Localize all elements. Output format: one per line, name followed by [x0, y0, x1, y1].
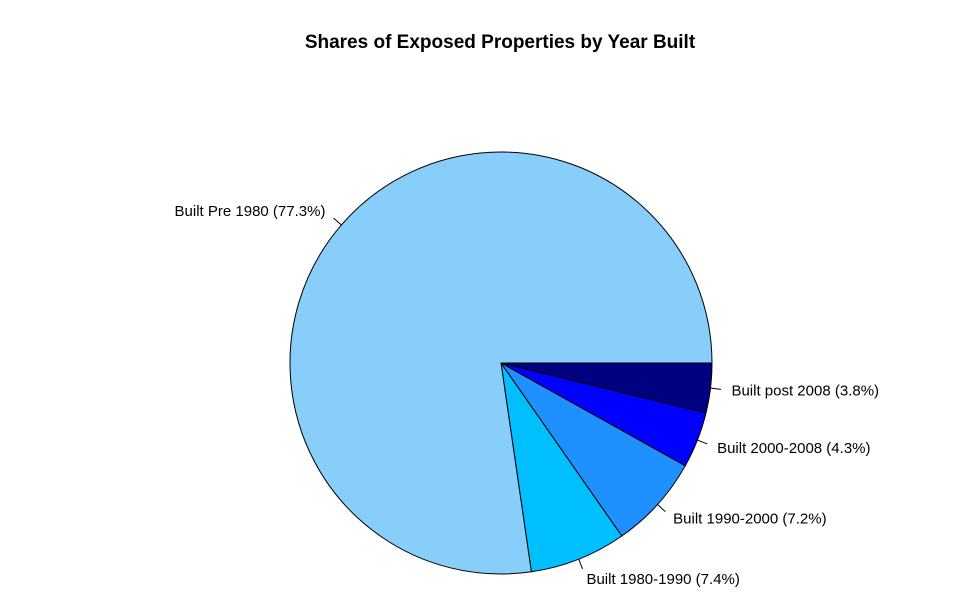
slice-label: Built Pre 1980 (77.3%)	[175, 203, 326, 220]
pie-slice	[289, 151, 713, 575]
chart-title: Shares of Exposed Properties by Year Bui…	[305, 32, 696, 53]
pie-slice	[500, 362, 623, 573]
slice-label: Built post 2008 (3.8%)	[731, 383, 879, 400]
slice-leader-line	[710, 387, 722, 390]
slice-leader-line	[697, 439, 708, 445]
slice-leader-line	[333, 217, 342, 226]
slice-leader-line	[657, 504, 666, 512]
slice-leader-line	[578, 558, 584, 570]
slice-label: Built 1990-2000 (7.2%)	[673, 511, 826, 528]
slice-label: Built 2000-2008 (4.3%)	[717, 440, 870, 457]
slice-label: Built 1980-1990 (7.4%)	[586, 571, 739, 588]
